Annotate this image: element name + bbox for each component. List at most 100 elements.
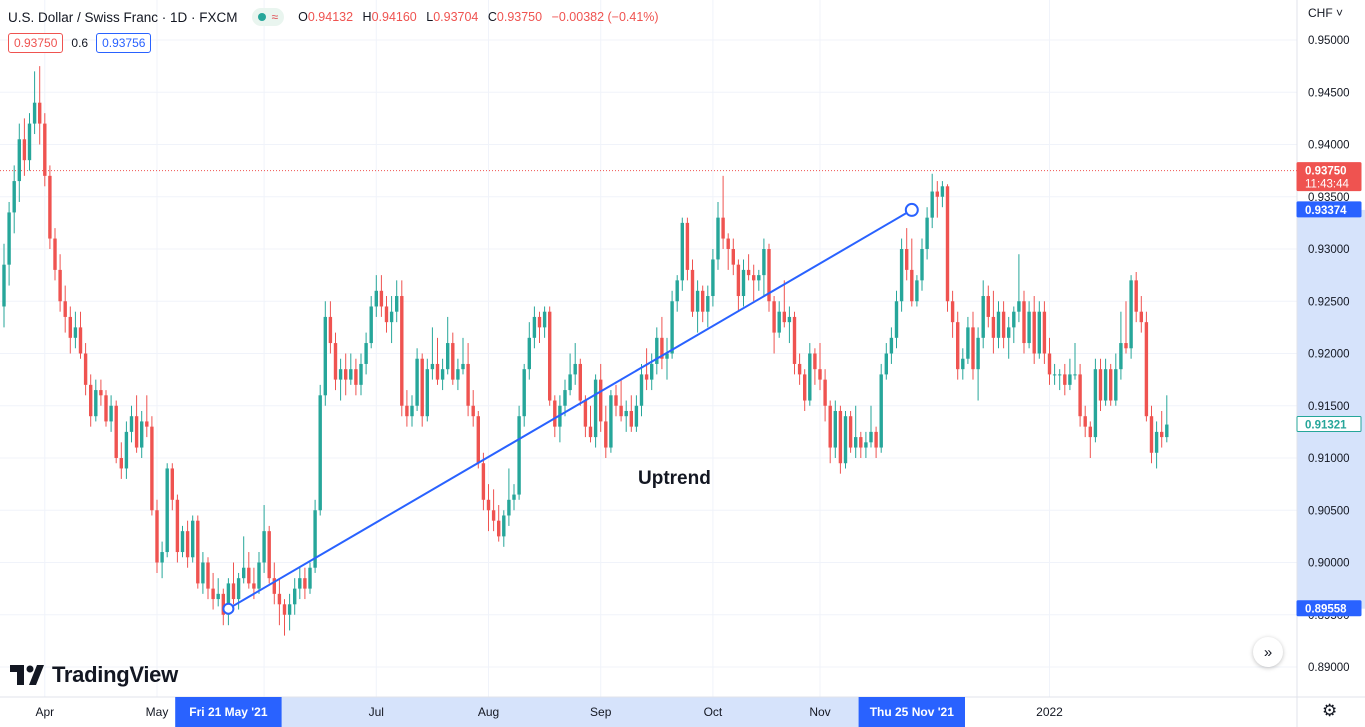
candle <box>119 442 123 479</box>
chart-header: U.S. Dollar / Swiss Franc · 1D · FXCM ≈ … <box>8 8 665 26</box>
candle <box>1144 311 1149 422</box>
candle-body <box>43 123 47 176</box>
candle-body <box>1063 374 1067 385</box>
candle <box>68 306 72 354</box>
candle-body <box>981 296 985 338</box>
candle-body <box>231 583 236 600</box>
x-tick-label: Jul <box>369 705 384 719</box>
candle-body <box>685 222 690 270</box>
candle <box>986 285 990 328</box>
candle-body <box>746 269 751 276</box>
candle-body <box>114 405 118 458</box>
gear-icon[interactable]: ⚙ <box>1322 701 1338 720</box>
candle-body <box>83 353 88 385</box>
close-value: 0.93750 <box>496 10 543 24</box>
symbol-title[interactable]: U.S. Dollar / Swiss Franc · 1D · FXCM <box>8 9 238 25</box>
trendline-end-handle <box>904 202 919 217</box>
candle <box>558 395 562 443</box>
candle-body <box>522 369 526 417</box>
candle <box>272 562 276 605</box>
candle <box>1139 296 1143 333</box>
candle <box>991 290 996 354</box>
buy-price-button[interactable]: 0.93756 <box>96 33 152 53</box>
candle-body <box>32 102 37 124</box>
candle-body <box>109 405 113 422</box>
candle <box>12 165 16 234</box>
candle-body <box>354 369 358 385</box>
candle-body <box>282 604 287 615</box>
candle-body <box>349 369 353 380</box>
candle <box>848 410 853 453</box>
candle-body <box>364 343 368 364</box>
x-tick-label: Oct <box>704 705 723 719</box>
candle <box>752 264 756 302</box>
candle <box>456 358 460 391</box>
tradingview-logo[interactable]: TradingView <box>10 662 178 688</box>
candle-body <box>1093 369 1098 438</box>
candle <box>410 395 414 427</box>
candle-body <box>1098 369 1103 401</box>
x-tick-label: 2022 <box>1036 705 1063 719</box>
candle-body <box>22 139 27 161</box>
currency-menu[interactable]: CHF ˅ <box>1308 6 1343 20</box>
candle <box>1124 301 1128 354</box>
candle <box>430 327 435 380</box>
price-label-trend-end-value: 0.93374 <box>1305 205 1347 217</box>
candle <box>797 353 802 385</box>
candle <box>359 353 363 396</box>
candle-body <box>910 269 914 302</box>
candle <box>201 552 205 594</box>
candle-body <box>777 311 781 333</box>
candle-body <box>650 363 654 380</box>
candle <box>874 426 878 458</box>
candle-body <box>104 395 108 422</box>
candle-body <box>185 531 190 558</box>
candle <box>655 327 659 375</box>
candle <box>818 343 822 391</box>
candle <box>379 275 384 317</box>
candle-body <box>1078 374 1082 417</box>
x-tick-label: Apr <box>35 705 54 719</box>
candle-body <box>818 369 822 380</box>
candle <box>981 280 985 349</box>
candle <box>282 599 287 636</box>
candle <box>593 374 598 448</box>
candle <box>624 400 628 432</box>
uptrend-annotation[interactable]: Uptrend <box>638 468 711 489</box>
candle <box>405 390 409 427</box>
candle-body <box>425 369 429 417</box>
candle-body <box>2 264 6 307</box>
candle-body <box>415 358 419 406</box>
candle <box>328 301 333 354</box>
candle <box>634 395 639 432</box>
candle <box>680 217 684 291</box>
candle <box>910 238 914 307</box>
candle <box>843 410 848 469</box>
candle <box>58 254 62 312</box>
candle <box>216 578 220 607</box>
scroll-to-realtime-button[interactable]: » <box>1253 637 1283 667</box>
sell-price-button[interactable]: 0.93750 <box>8 33 64 53</box>
candle-body <box>578 363 582 401</box>
candle <box>1017 254 1021 323</box>
candle <box>828 400 832 464</box>
candle <box>32 71 37 135</box>
candle-body <box>1109 369 1113 401</box>
candle <box>1103 358 1108 406</box>
candle <box>746 254 751 281</box>
candle <box>425 358 429 422</box>
x-tick-label: Sep <box>590 705 612 719</box>
candle-body <box>430 363 435 370</box>
candle <box>1063 363 1067 396</box>
candle-body <box>833 410 837 448</box>
candle-body <box>930 191 934 218</box>
candle-body <box>38 102 42 124</box>
candle-body <box>303 578 307 589</box>
candle <box>338 358 343 401</box>
market-status-pill[interactable]: ≈ <box>251 8 285 26</box>
candle-body <box>1032 311 1036 354</box>
candle-body <box>400 296 404 406</box>
candle <box>491 489 496 532</box>
